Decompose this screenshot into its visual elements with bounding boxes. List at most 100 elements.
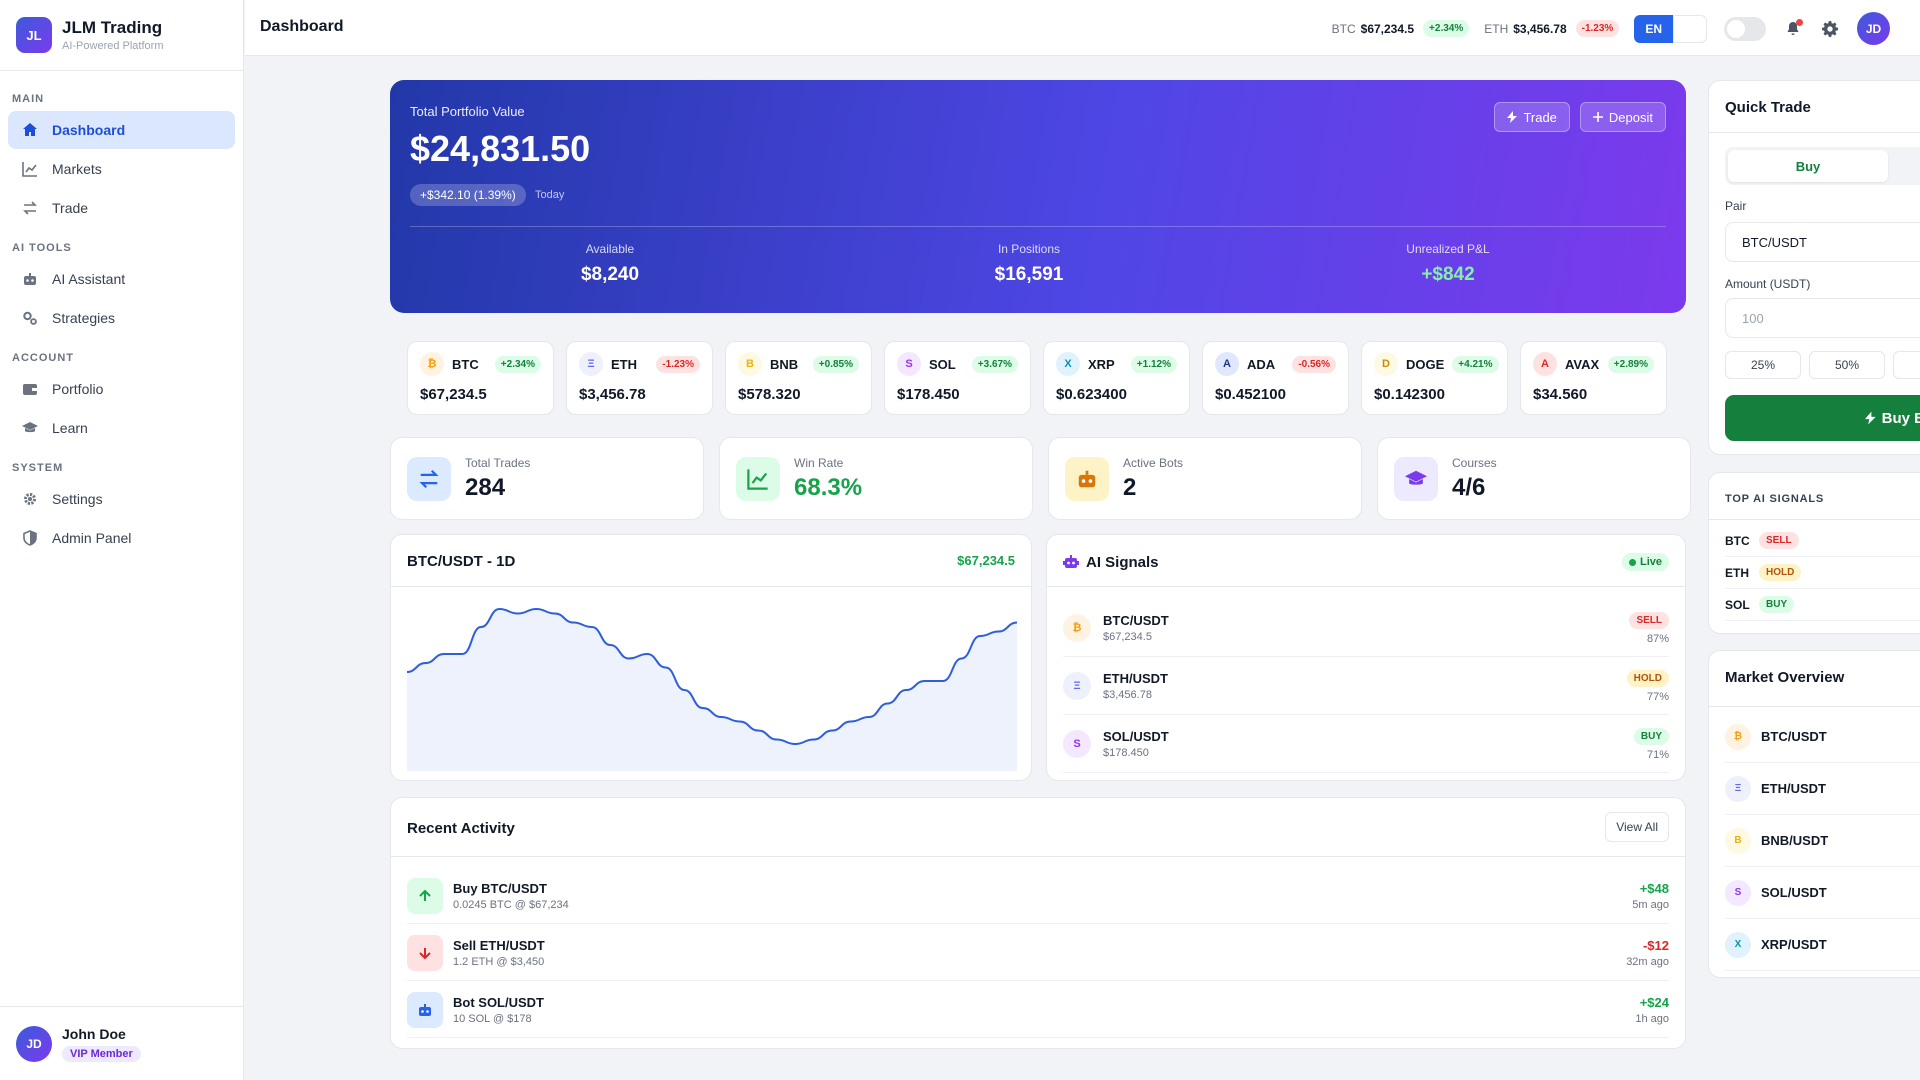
market-overview-card: Market Overview ₿ BTC/USDT Ξ ETH/USDT B BNB/U… — [1708, 650, 1920, 978]
coin-change: +2.34% — [494, 355, 541, 373]
coin-card-doge[interactable]: D DOGE +4.21% $0.142300 — [1361, 341, 1508, 415]
stat-value: $16,591 — [994, 264, 1064, 285]
signal-pair: ETH/USDT — [1103, 670, 1168, 686]
top-signal-row[interactable]: BTC SELL — [1725, 525, 1920, 557]
theme-toggle[interactable] — [1724, 16, 1766, 41]
divider — [1709, 132, 1920, 133]
coin-card-bnb[interactable]: B BNB +0.85% $578.320 — [725, 341, 872, 415]
quick-trade-card: Quick Trade Buy Pair BTC/USDT Amount (US… — [1708, 80, 1920, 455]
coin-card-sol[interactable]: S SOL +3.67% $178.450 — [884, 341, 1031, 415]
vip-badge: VIP Member — [62, 1045, 141, 1062]
amount-input[interactable] — [1725, 298, 1920, 338]
stat-label: Active Bots — [1123, 455, 1184, 470]
activity-detail: 0.0245 BTC @ $67,234 — [453, 898, 569, 911]
market-row[interactable]: ₿ BTC/USDT — [1725, 711, 1920, 763]
coin-card-ada[interactable]: A ADA -0.56% $0.452100 — [1202, 341, 1349, 415]
activity-icon-box — [407, 934, 443, 971]
activity-row[interactable]: Bot SOL/USDT 10 SOL @ $178 +$24 1h ago — [407, 982, 1669, 1038]
market-row[interactable]: X XRP/USDT — [1725, 919, 1920, 971]
sidebar-item-markets[interactable]: Markets — [8, 150, 235, 188]
stat-card-courses: Courses 4/6 — [1377, 437, 1691, 520]
stat-card-win-rate: Win Rate 68.3% — [719, 437, 1033, 520]
sidebar-item-label: Admin Panel — [52, 530, 132, 546]
coin-symbol: XRP — [1088, 356, 1115, 372]
signal-row[interactable]: ₿ BTC/USDT $67,234.5 SELL 87% — [1063, 599, 1669, 657]
coin-card-btc[interactable]: ₿ BTC +2.34% $67,234.5 — [407, 341, 554, 415]
coin-card-xrp[interactable]: X XRP +1.12% $0.623400 — [1043, 341, 1190, 415]
gear-icon — [1822, 20, 1838, 37]
coin-symbol: AVAX — [1565, 356, 1600, 372]
gear-icon — [24, 493, 36, 505]
sidebar-item-label: Settings — [52, 491, 103, 507]
quick-trade-title: Quick Trade — [1725, 99, 1811, 116]
top-signal-row[interactable]: SOL BUY — [1725, 589, 1920, 621]
market-row[interactable]: S SOL/USDT — [1725, 867, 1920, 919]
percent-50-button[interactable]: 50% — [1809, 351, 1885, 379]
deposit-button[interactable]: Deposit — [1579, 102, 1666, 132]
signal-badge: HOLD — [1626, 670, 1669, 687]
price-chart[interactable] — [407, 591, 1017, 771]
hero-divider — [410, 226, 1666, 227]
activity-row[interactable]: Buy BTC/USDT 0.0245 BTC @ $67,234 +$48 5m a… — [407, 868, 1669, 924]
coin-change: +2.89% — [1607, 355, 1654, 373]
notifications-button[interactable] — [1783, 18, 1803, 39]
view-all-button[interactable]: View All — [1605, 812, 1669, 842]
sidebar-item-label: Portfolio — [52, 381, 104, 397]
header-avatar[interactable]: JD — [1857, 12, 1890, 45]
market-row[interactable]: B BNB/USDT — [1725, 815, 1920, 867]
chart-area — [407, 609, 1017, 771]
top-ai-signals-card: TOP AI SIGNALS BTC SELL ETH HOLD SOL BUY — [1708, 472, 1920, 634]
market-row[interactable]: Ξ ETH/USDT — [1725, 763, 1920, 815]
activity-time: 32m ago — [1626, 955, 1669, 968]
top-signal-symbol: ETH — [1725, 565, 1749, 580]
nav-section-title: AI TOOLS — [12, 242, 72, 254]
bell-icon — [1787, 22, 1799, 35]
topbar: Dashboard BTC $67,234.5 +2.34% ETH $3,45… — [245, 0, 1920, 56]
activity-row[interactable]: Sell ETH/USDT 1.2 ETH @ $3,450 -$12 32m ago — [407, 925, 1669, 981]
activity-amount: +$24 — [1639, 994, 1669, 1010]
pair-select[interactable]: BTC/USDT — [1725, 222, 1920, 262]
top-signal-badge: SELL — [1759, 532, 1799, 549]
buy-submit-button[interactable]: Buy BTC — [1725, 395, 1920, 441]
coin-change: +1.12% — [1130, 355, 1177, 373]
coin-price: $67,234.5 — [420, 386, 487, 403]
brand-name: JLM Trading — [62, 18, 163, 37]
brand[interactable]: JL JLM Trading AI-Powered Platform — [0, 0, 243, 71]
coin-symbol: SOL — [929, 356, 956, 372]
signal-row[interactable]: Ξ ETH/USDT $3,456.78 HOLD 77% — [1063, 657, 1669, 715]
user-profile[interactable]: JD John Doe VIP Member — [0, 1006, 243, 1080]
live-badge: Live — [1621, 553, 1669, 571]
sidebar-item-trade[interactable]: Trade — [8, 189, 235, 227]
wallet-icon — [23, 384, 37, 395]
sidebar-item-settings[interactable]: Settings — [8, 480, 235, 518]
pnl-stat: Unrealized P&L +$842 — [1298, 242, 1598, 286]
stat-value: 4/6 — [1452, 473, 1486, 501]
sidebar-item-dashboard[interactable]: Dashboard — [8, 111, 235, 149]
signal-row[interactable]: S SOL/USDT $178.450 BUY 71% — [1063, 715, 1669, 773]
stat-card-total-trades: Total Trades 284 — [390, 437, 704, 520]
sidebar-item-strategies[interactable]: Strategies — [8, 299, 235, 337]
percent-75-button[interactable]: 7 — [1893, 351, 1920, 379]
sidebar-item-ai-assistant[interactable]: AI Assistant — [8, 260, 235, 298]
top-signal-row[interactable]: ETH HOLD — [1725, 557, 1920, 589]
tab-buy[interactable]: Buy — [1728, 150, 1888, 182]
settings-button[interactable] — [1820, 19, 1840, 39]
coin-card-eth[interactable]: Ξ ETH -1.23% $3,456.78 — [566, 341, 713, 415]
page-title: Dashboard — [260, 18, 344, 35]
trade-button-label: Trade — [1523, 109, 1557, 125]
trade-button[interactable]: Trade — [1494, 102, 1570, 132]
coin-card-avax[interactable]: A AVAX +2.89% $34.560 — [1520, 341, 1667, 415]
sidebar: JL JLM Trading AI-Powered Platform MAIN D… — [0, 0, 244, 1080]
percent-25-button[interactable]: 25% — [1725, 351, 1801, 379]
divider — [391, 856, 1685, 857]
sidebar-item-portfolio[interactable]: Portfolio — [8, 370, 235, 408]
signal-confidence: 77% — [1646, 691, 1669, 703]
chart-line-series — [407, 607, 1017, 746]
sidebar-item-learn[interactable]: Learn — [8, 409, 235, 447]
stat-label: Available — [585, 242, 635, 256]
language-alt-button[interactable] — [1673, 14, 1707, 43]
portfolio-change: +$342.10 (1.39%) — [410, 184, 526, 206]
language-button[interactable]: EN — [1634, 14, 1673, 43]
coin-ticker-row: ₿ BTC +2.34% $67,234.5 Ξ ETH -1.23% $3,456.78 B B… — [407, 341, 1667, 415]
sidebar-item-admin-panel[interactable]: Admin Panel — [8, 519, 235, 557]
